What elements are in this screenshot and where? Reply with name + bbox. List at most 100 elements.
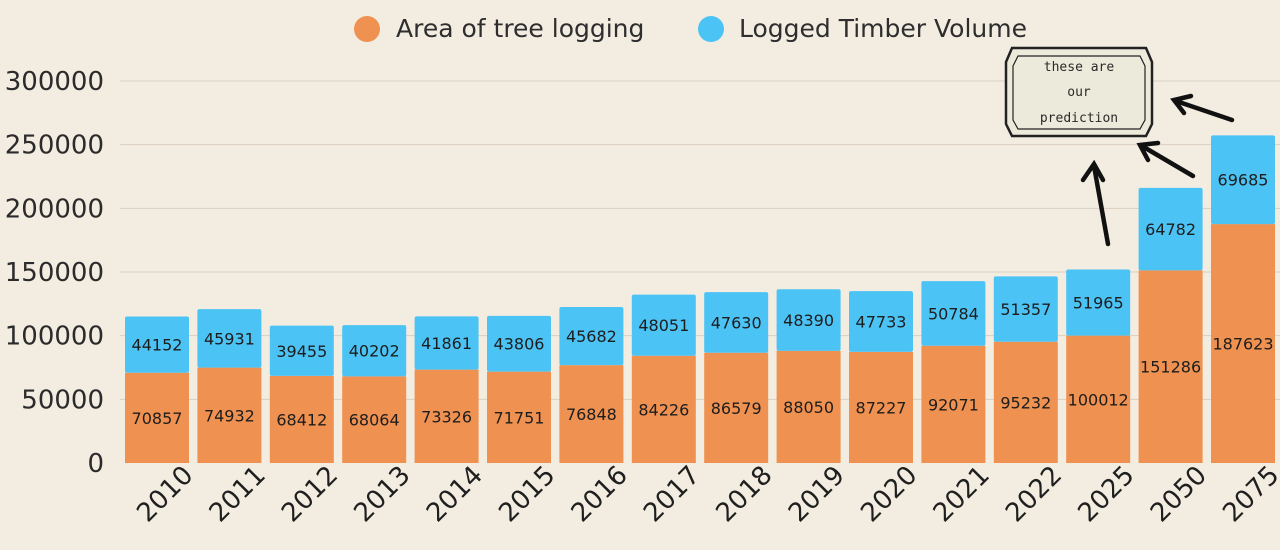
y-axis-ticks: 0 50000 100000 150000 200000 250000 300000 xyxy=(5,67,104,479)
note-box-outer xyxy=(1004,46,1154,138)
bar-volume-segment xyxy=(1138,187,1203,271)
bar-area-segment xyxy=(1211,224,1275,463)
bar-label-area: 151286 xyxy=(1140,358,1201,377)
arrow-up-icon xyxy=(1080,159,1111,247)
bar-area-segment xyxy=(342,376,407,463)
bar-area-segment xyxy=(704,352,769,463)
x-axis-ticks: 2010 2011 2012 2013 2014 2015 2016 2017 2018 2019… xyxy=(131,460,1280,528)
bar-label-volume: 39455 xyxy=(276,342,327,361)
y-tick-label: 200000 xyxy=(5,194,104,224)
x-tick-label: 2075 xyxy=(1217,460,1280,528)
bar-label-area: 100012 xyxy=(1068,390,1129,409)
prediction-note: these are our prediction xyxy=(1004,46,1154,138)
bar-label-volume: 50784 xyxy=(928,304,979,323)
bar-label-volume: 64782 xyxy=(1145,220,1196,239)
bar-label-area: 73326 xyxy=(421,407,472,426)
bar-label-area: 74932 xyxy=(204,406,255,425)
bar-label-area: 95232 xyxy=(1000,393,1051,412)
bar-area-segment xyxy=(1066,335,1131,463)
bar-volume-segment xyxy=(1066,269,1131,336)
bar-label-volume: 69685 xyxy=(1218,171,1269,190)
note-line-2: our xyxy=(1067,85,1091,100)
legend-label-volume: Logged Timber Volume xyxy=(739,14,1027,43)
note-line-1: these are xyxy=(1044,60,1115,75)
x-tick-label: 2019 xyxy=(783,460,851,528)
bar-volume-segment xyxy=(414,316,479,370)
bar-area-segment xyxy=(125,372,189,463)
bar-volume-segment xyxy=(1211,135,1275,225)
y-tick-label: 100000 xyxy=(5,322,104,352)
bar-area-segment xyxy=(921,345,986,463)
legend-item-area[interactable]: Area of tree logging xyxy=(354,14,644,43)
legend-label-area: Area of tree logging xyxy=(396,14,644,43)
bar-area-segment xyxy=(776,350,841,463)
bar-label-area: 76848 xyxy=(566,405,617,424)
bar-label-area: 70857 xyxy=(132,409,183,428)
bar-label-volume: 48390 xyxy=(783,311,834,330)
legend: Area of tree logging Logged Timber Volum… xyxy=(354,14,1027,43)
bar-label-volume: 45931 xyxy=(204,329,255,348)
x-tick-label: 2013 xyxy=(349,460,417,528)
bar-volume-segment xyxy=(559,306,624,366)
bar-volume-segment xyxy=(631,294,696,356)
bar-label-volume: 51965 xyxy=(1073,294,1124,313)
bar-volume-segment xyxy=(921,281,986,346)
y-tick-label: 300000 xyxy=(5,67,104,97)
bar-label-area: 68412 xyxy=(276,410,327,429)
x-tick-label: 2010 xyxy=(131,460,199,528)
bar-label-volume: 43806 xyxy=(494,335,545,354)
bar-label-volume: 47630 xyxy=(711,313,762,332)
bar-area-segment xyxy=(197,367,262,463)
bar-volume-segment xyxy=(269,325,334,376)
x-tick-label: 2017 xyxy=(638,460,706,528)
bar-label-area: 187623 xyxy=(1212,335,1273,354)
x-tick-label: 2011 xyxy=(204,460,272,528)
x-tick-label: 2050 xyxy=(1145,460,1213,528)
bar-volume-segment xyxy=(342,325,407,377)
bar-label-volume: 48051 xyxy=(638,316,689,335)
x-tick-label: 2018 xyxy=(711,460,779,528)
x-tick-label: 2020 xyxy=(855,460,923,528)
legend-item-volume[interactable]: Logged Timber Volume xyxy=(698,14,1027,43)
bar-area-segment xyxy=(993,341,1058,463)
bar-volume-segment xyxy=(704,292,769,353)
bar-volume-segment xyxy=(776,289,841,351)
prediction-arrows xyxy=(1080,93,1235,247)
x-tick-label: 2016 xyxy=(566,460,634,528)
bar-label-volume: 41861 xyxy=(421,334,472,353)
x-tick-label: 2022 xyxy=(1000,460,1068,528)
bar-label-area: 86579 xyxy=(711,399,762,418)
bar-volume-segment xyxy=(197,309,262,368)
x-tick-label: 2014 xyxy=(421,460,489,528)
note-line-3: prediction xyxy=(1040,111,1118,126)
bar-area-segment xyxy=(559,365,624,463)
legend-swatch-volume xyxy=(698,16,724,42)
bar-label-area: 92071 xyxy=(928,395,979,414)
bar-label-volume: 45682 xyxy=(566,327,617,346)
x-tick-label: 2025 xyxy=(1073,460,1141,528)
x-tick-label: 2012 xyxy=(276,460,344,528)
bar-volume-segment xyxy=(487,315,551,372)
x-tick-label: 2015 xyxy=(493,460,561,528)
note-box-inner xyxy=(1012,55,1146,130)
arrow-left-icon xyxy=(1170,93,1235,123)
bar-volume-segment xyxy=(125,316,189,373)
bar-area-segment xyxy=(414,369,479,463)
x-tick-label: 2021 xyxy=(928,460,996,528)
bar-value-labels: 70857 44152 74932 45931 68412 39455 68064 40202… xyxy=(132,171,1274,430)
bar-volume-segment xyxy=(849,291,913,352)
bars xyxy=(125,135,1275,463)
bar-area-segment xyxy=(849,351,913,463)
bar-label-volume: 51357 xyxy=(1000,300,1051,319)
y-tick-label: 250000 xyxy=(5,131,104,161)
bar-area-segment xyxy=(631,355,696,463)
bar-label-area: 87227 xyxy=(856,398,907,417)
bar-label-area: 71751 xyxy=(494,408,545,427)
bar-area-segment xyxy=(487,371,551,463)
arrow-upleft-icon xyxy=(1136,140,1196,179)
bar-label-area: 68064 xyxy=(349,411,400,430)
bar-label-volume: 40202 xyxy=(349,342,400,361)
y-tick-label: 150000 xyxy=(5,258,104,288)
